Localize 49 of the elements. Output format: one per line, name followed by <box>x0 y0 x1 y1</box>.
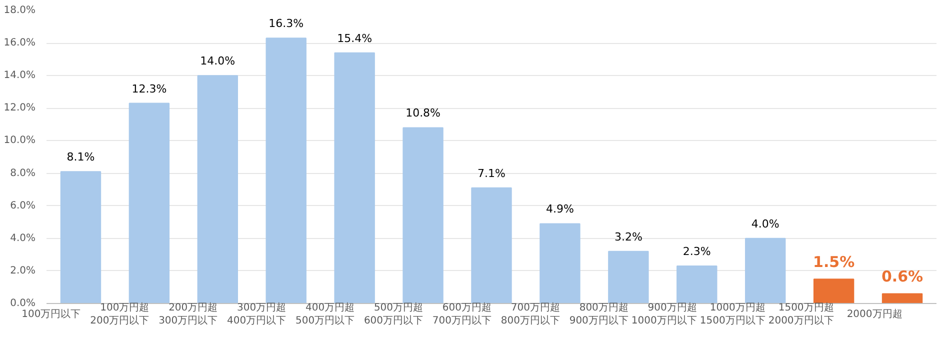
data-label: 15.4% <box>337 32 372 45</box>
bar <box>402 127 444 304</box>
data-label: 7.1% <box>478 166 506 180</box>
data-label: 8.1% <box>66 150 95 164</box>
x-tick-label: 100万円以下 <box>22 308 81 320</box>
y-tick-label: 10.0% <box>4 135 36 146</box>
y-tick-label: 0.0% <box>10 298 36 309</box>
x-tick-label: 300万円超 400万円以下 <box>227 301 286 327</box>
y-tick-label: 16.0% <box>4 38 36 49</box>
bar <box>540 223 580 304</box>
y-tick-label: 8.0% <box>10 168 36 179</box>
bar <box>197 75 238 304</box>
x-tick-label: 900万円超 1000万円以下 <box>631 301 697 327</box>
data-label: 10.8% <box>406 106 441 120</box>
x-tick-label: 1000万円超 1500万円以下 <box>700 301 766 327</box>
data-label: 4.0% <box>751 217 780 230</box>
y-tick-label: 14.0% <box>4 70 36 82</box>
data-label: 12.3% <box>132 82 167 96</box>
y-tick-label: 12.0% <box>4 102 36 114</box>
x-tick-label: 800万円超 900万円以下 <box>569 301 628 327</box>
x-tick-label: 500万円超 600万円以下 <box>364 301 424 327</box>
bar <box>744 238 786 304</box>
data-label: 2.3% <box>682 245 711 258</box>
data-label: 16.3% <box>268 17 304 30</box>
data-label: 4.9% <box>546 202 574 216</box>
bar <box>266 38 306 304</box>
x-tick-label: 600万円超 700万円以下 <box>432 301 492 327</box>
bar <box>60 171 102 304</box>
bar <box>128 102 170 304</box>
bar <box>608 250 649 304</box>
y-tick-label: 4.0% <box>10 232 36 244</box>
bar <box>813 278 854 304</box>
x-tick-label: 400万円超 500万円以下 <box>295 301 355 327</box>
bar <box>676 266 718 304</box>
bar <box>334 52 375 304</box>
data-label: 3.2% <box>614 230 642 244</box>
bar <box>471 187 512 304</box>
data-label: 14.0% <box>200 54 236 68</box>
x-tick-label: 700万円超 800万円以下 <box>500 301 560 327</box>
data-label: 0.6% <box>881 268 924 286</box>
y-tick-label: 18.0% <box>4 5 36 16</box>
x-tick-label: 100万円超 200万円以下 <box>90 301 150 327</box>
data-label: 1.5% <box>813 253 855 272</box>
y-tick-label: 6.0% <box>10 200 36 212</box>
x-tick-label: 2000万円超 <box>846 308 902 320</box>
x-tick-label: 200万円超 300万円以下 <box>158 301 218 327</box>
bar <box>882 293 923 304</box>
x-tick-label: 1500万円超 2000万円以下 <box>768 301 834 327</box>
y-tick-label: 2.0% <box>10 265 36 276</box>
